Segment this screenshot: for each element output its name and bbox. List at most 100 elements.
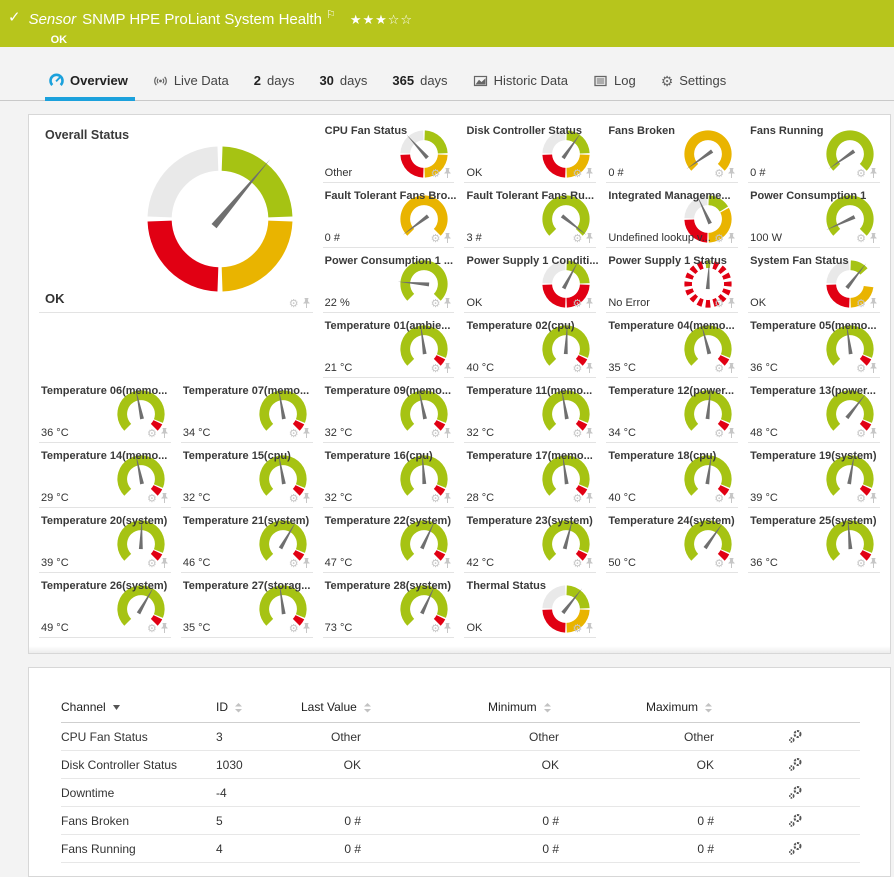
column-header-id[interactable]: ID (216, 694, 301, 723)
pin-icon[interactable] (443, 363, 452, 374)
gear-icon[interactable]: ⚙ (572, 232, 583, 245)
gauge-cell[interactable]: Temperature 25(system) 36 °C ⚙ (748, 508, 880, 573)
pin-icon[interactable] (727, 168, 736, 179)
gauge-cell[interactable]: Temperature 18(cpu) 40 °C ⚙ (606, 443, 739, 508)
tab-30-days[interactable]: 30 days (319, 73, 368, 88)
gear-icon[interactable]: ⚙ (856, 427, 866, 440)
pin-icon[interactable] (585, 623, 594, 634)
gauge-cell[interactable]: Temperature 12(power... 34 °C ⚙ (606, 378, 739, 443)
table-row[interactable]: Downtime -4 (61, 778, 860, 807)
pin-icon[interactable] (443, 493, 452, 504)
gauge-cell[interactable]: System Fan Status OK ⚙ (748, 248, 880, 313)
gear-icon[interactable]: ⚙ (856, 232, 866, 245)
gear-icon[interactable]: ⚙ (430, 557, 441, 570)
gauge-cell[interactable]: Temperature 17(memo... 28 °C ⚙ (464, 443, 597, 508)
gauge-cell[interactable]: Fault Tolerant Fans Bro... 0 # ⚙ (322, 183, 456, 248)
gauge-cell[interactable]: Disk Controller Status OK ⚙ (464, 118, 597, 183)
channel-settings-icon[interactable] (788, 729, 803, 744)
pin-icon[interactable] (302, 298, 311, 309)
tab-overview[interactable]: Overview (45, 73, 149, 101)
pin-icon[interactable] (443, 168, 452, 179)
tab-365-days[interactable]: 365 days (392, 73, 448, 88)
gauge-cell[interactable]: Temperature 24(system) 50 °C ⚙ (606, 508, 739, 573)
gauge-cell[interactable]: Temperature 22(system) 47 °C ⚙ (322, 508, 455, 573)
gear-icon[interactable]: ⚙ (146, 622, 157, 635)
pin-icon[interactable] (869, 233, 878, 244)
gauge-cell[interactable]: Power Supply 1 Conditi... OK ⚙ (464, 248, 599, 313)
gear-icon[interactable]: ⚙ (714, 427, 725, 440)
channel-settings-icon[interactable] (788, 813, 803, 828)
gauge-cell[interactable]: Temperature 01(ambie... 21 °C ⚙ (322, 313, 455, 378)
channel-settings-icon[interactable] (788, 841, 803, 856)
gear-icon[interactable]: ⚙ (856, 362, 866, 375)
gauge-cell[interactable]: Temperature 05(memo... 36 °C ⚙ (748, 313, 880, 378)
tab-settings[interactable]: ⚙ Settings (660, 72, 727, 89)
pin-icon[interactable] (302, 428, 311, 439)
pin-icon[interactable] (727, 558, 736, 569)
tab-log[interactable]: Log (589, 73, 657, 100)
gear-icon[interactable]: ⚙ (714, 557, 725, 570)
pin-icon[interactable] (302, 623, 311, 634)
gauge-cell[interactable]: Temperature 23(system) 42 °C ⚙ (464, 508, 597, 573)
pin-icon[interactable] (160, 558, 169, 569)
pin-icon[interactable] (443, 428, 452, 439)
column-header-minimum[interactable]: Minimum (426, 694, 621, 723)
pin-icon[interactable] (443, 233, 452, 244)
channel-settings-icon[interactable] (788, 757, 803, 772)
gear-icon[interactable]: ⚙ (430, 622, 441, 635)
gear-icon[interactable]: ⚙ (288, 622, 299, 635)
pin-icon[interactable] (302, 558, 311, 569)
gauge-cell[interactable]: Fans Broken 0 # ⚙ (606, 118, 739, 183)
gauge-cell[interactable]: Temperature 20(system) 39 °C ⚙ (39, 508, 171, 573)
gauge-cell[interactable]: Integrated Manageme... Undefined lookup v… (606, 183, 739, 248)
pin-icon[interactable] (585, 558, 594, 569)
gauge-cell[interactable]: Temperature 27(storag... 35 °C ⚙ (180, 573, 313, 638)
gear-icon[interactable]: ⚙ (856, 167, 866, 180)
pin-icon[interactable] (869, 428, 878, 439)
pin-icon[interactable] (443, 623, 452, 634)
gauge-cell[interactable]: Temperature 09(memo... 32 °C ⚙ (322, 378, 455, 443)
pin-icon[interactable] (585, 428, 594, 439)
table-row[interactable]: Disk Controller Status 1030 OK OK OK (61, 750, 860, 779)
pin-icon[interactable] (727, 298, 736, 309)
gear-icon[interactable]: ⚙ (146, 557, 157, 570)
gauge-cell[interactable]: Temperature 02(cpu) 40 °C ⚙ (464, 313, 597, 378)
gear-icon[interactable]: ⚙ (430, 232, 441, 245)
pin-icon[interactable] (160, 428, 169, 439)
pin-icon[interactable] (443, 558, 452, 569)
gauge-cell[interactable]: Temperature 06(memo... 36 °C ⚙ (39, 378, 171, 443)
gear-icon[interactable]: ⚙ (714, 492, 725, 505)
gear-icon[interactable]: ⚙ (288, 492, 299, 505)
column-header-maximum[interactable]: Maximum (621, 694, 776, 723)
tab-2-days[interactable]: 2 days (253, 73, 295, 88)
pin-icon[interactable] (727, 493, 736, 504)
pin-icon[interactable] (585, 168, 594, 179)
gear-icon[interactable]: ⚙ (572, 362, 583, 375)
pin-icon[interactable] (869, 168, 878, 179)
gauge-cell[interactable]: Temperature 07(memo... 34 °C ⚙ (180, 378, 313, 443)
pin-icon[interactable] (727, 428, 736, 439)
gauge-cell[interactable]: Temperature 15(cpu) 32 °C ⚙ (180, 443, 313, 508)
pin-icon[interactable] (869, 363, 878, 374)
table-row[interactable]: CPU Fan Status 3 Other Other Other (61, 722, 860, 751)
table-row[interactable]: Fans Running 4 0 #0 #0 # (61, 834, 860, 863)
gear-icon[interactable]: ⚙ (146, 427, 157, 440)
gear-icon[interactable]: ⚙ (430, 297, 441, 310)
pin-icon[interactable] (585, 233, 594, 244)
gear-icon[interactable]: ⚙ (288, 427, 299, 440)
pin-icon[interactable] (869, 558, 878, 569)
pin-icon[interactable] (585, 493, 594, 504)
tab-live-data[interactable]: Live Data (149, 73, 250, 100)
gauge-cell[interactable]: Temperature 28(system) 73 °C ⚙ (322, 573, 455, 638)
gear-icon[interactable]: ⚙ (572, 427, 583, 440)
pin-icon[interactable] (869, 493, 878, 504)
gauge-cell[interactable]: Temperature 14(memo... 29 °C ⚙ (39, 443, 171, 508)
gauge-cell[interactable]: Power Consumption 1 ... 22 % ⚙ (322, 248, 455, 313)
table-row[interactable]: Fans Broken 5 0 #0 #0 # (61, 806, 860, 835)
column-header-channel[interactable]: Channel (61, 694, 216, 723)
gear-icon[interactable]: ⚙ (714, 362, 725, 375)
gauge-cell[interactable]: Temperature 11(memo... 32 °C ⚙ (464, 378, 597, 443)
gear-icon[interactable]: ⚙ (430, 362, 441, 375)
flag-icon[interactable]: ⚐ (325, 9, 336, 21)
pin-icon[interactable] (160, 493, 169, 504)
